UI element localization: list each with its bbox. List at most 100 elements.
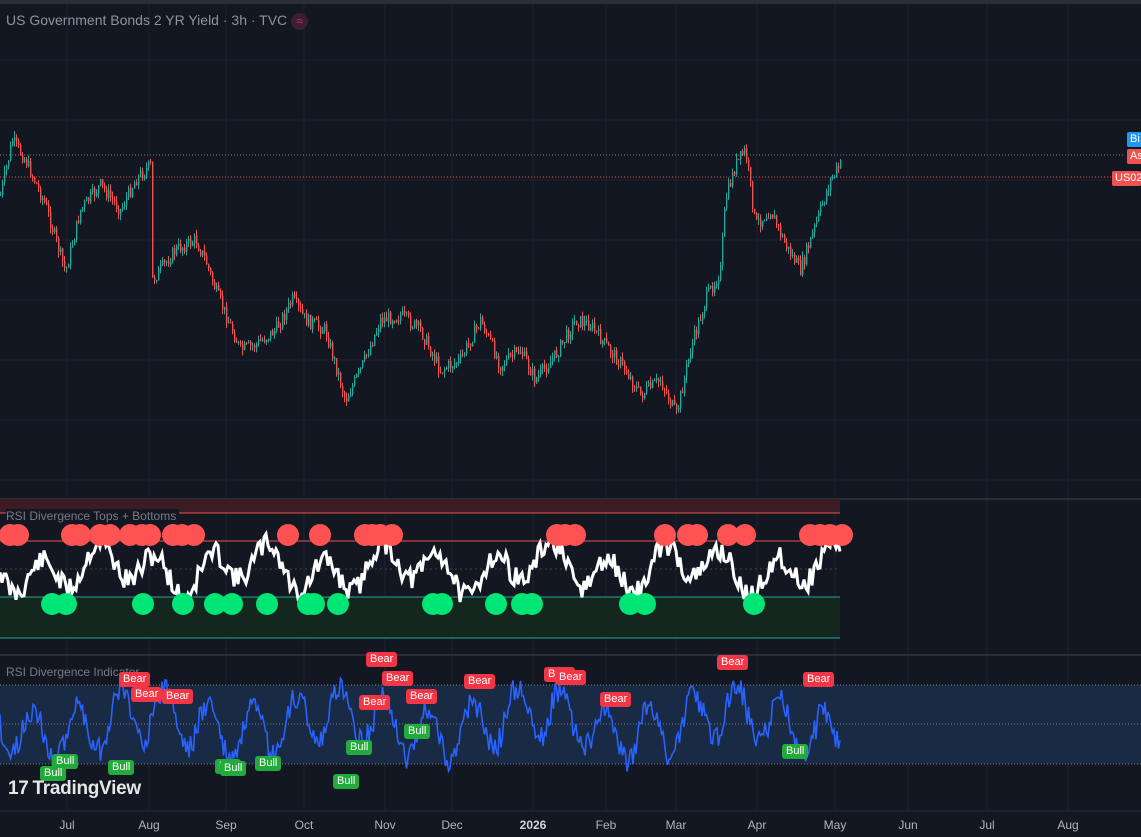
candle-body — [220, 290, 222, 297]
candle-body — [106, 189, 108, 199]
candle-body — [516, 347, 518, 350]
xaxis-label: May — [823, 818, 847, 832]
candle-body — [706, 291, 708, 307]
candle-body — [756, 213, 758, 220]
candle-body — [232, 323, 234, 333]
candle-body — [504, 364, 506, 366]
bottom-signal-dot — [256, 593, 278, 615]
candle-body — [448, 360, 450, 368]
candle-body — [42, 198, 44, 201]
candle-body — [470, 343, 472, 347]
candle-body — [162, 260, 164, 265]
candle-body — [196, 235, 198, 246]
candle-body — [810, 237, 812, 249]
candle-body — [124, 205, 126, 207]
bull-label: Bull — [108, 760, 135, 775]
candle-body — [666, 390, 668, 393]
xaxis-label: Jul — [979, 818, 995, 832]
candle-body — [558, 356, 560, 358]
candle-body — [758, 218, 760, 220]
candle-body — [540, 368, 542, 376]
oversold-zone — [0, 597, 840, 638]
candle-body — [50, 211, 52, 229]
candle-body — [690, 353, 692, 360]
candle-body — [800, 260, 802, 276]
candle-body — [370, 345, 372, 355]
candle-body — [408, 312, 410, 316]
bear-label: Bear — [162, 689, 194, 704]
candle-body — [170, 262, 172, 265]
candle-body — [606, 338, 608, 343]
candle-body — [308, 314, 310, 326]
candle-body — [428, 335, 430, 348]
candle-body — [790, 246, 792, 256]
candle-body — [824, 202, 826, 205]
candle-body — [90, 192, 92, 202]
candle-body — [86, 197, 88, 202]
candle-body — [686, 364, 688, 378]
candle-body — [18, 140, 20, 145]
bottom-signal-dot — [521, 593, 543, 615]
rsi-line — [0, 528, 842, 609]
wave-icon[interactable]: ≈ — [291, 13, 309, 30]
candle-body — [610, 345, 612, 354]
candle-body — [446, 367, 448, 370]
candle-body — [176, 246, 178, 255]
candle-body — [462, 354, 464, 356]
candle-body — [662, 381, 664, 389]
candle-body — [76, 220, 78, 240]
candle-body — [750, 167, 752, 182]
rsi-divergence-title[interactable]: RSI Divergence Indicator — [6, 665, 143, 679]
candle-body — [318, 319, 320, 328]
candle-body — [538, 375, 540, 379]
candle-body — [620, 357, 622, 366]
candle-body — [132, 188, 134, 197]
candle-body — [576, 320, 578, 326]
candle-body — [654, 380, 656, 382]
candle-body — [490, 334, 492, 340]
candle-body — [116, 201, 118, 210]
candle-body — [74, 239, 76, 246]
candle-body — [520, 352, 522, 354]
candle-body — [152, 161, 154, 278]
candle-body — [4, 170, 6, 183]
tradingview-text: TradingView — [32, 778, 142, 799]
candle-body — [262, 339, 264, 341]
candle-body — [32, 176, 34, 178]
time-axis[interactable]: Jul Aug Sep Oct Nov Dec 2026 Feb Mar Apr… — [0, 812, 1141, 837]
candle-body — [204, 250, 206, 256]
candle-body — [126, 197, 128, 206]
candle-body — [748, 159, 750, 168]
candle-body — [12, 140, 14, 146]
candle-body — [94, 188, 96, 196]
candle-body — [56, 228, 58, 238]
candle-body — [638, 386, 640, 388]
rsi-tops-bottoms-title[interactable]: RSI Divergence Tops + Bottoms — [6, 509, 180, 523]
candle-body — [368, 354, 370, 356]
candle-body — [352, 385, 354, 395]
candle-body — [830, 178, 832, 191]
chart-canvas[interactable] — [0, 0, 1141, 812]
bear-label: Bear — [803, 672, 835, 687]
candle-body — [468, 343, 470, 345]
tradingview-logo[interactable]: 17 TradingView — [8, 778, 141, 800]
candle-body — [314, 319, 316, 321]
candle-body — [542, 364, 544, 369]
candle-body — [168, 261, 170, 265]
candle-body — [312, 319, 314, 330]
candle-body — [280, 327, 282, 329]
candle-body — [364, 354, 366, 361]
top-signal-dot — [381, 524, 403, 546]
symbol-price-tag: US02 — [1112, 171, 1141, 186]
top-signal-dot — [139, 524, 161, 546]
overbought-zone — [0, 499, 840, 513]
symbol-legend[interactable]: US Government Bonds 2 YR Yield · 3h · TV… — [6, 12, 309, 30]
candle-body — [592, 322, 594, 329]
candle-body — [228, 322, 230, 324]
candle-body — [144, 175, 146, 179]
candle-body — [300, 305, 302, 309]
candle-body — [772, 214, 774, 219]
candle-body — [150, 161, 152, 163]
candle-body — [120, 209, 122, 215]
candle-body — [794, 254, 796, 263]
